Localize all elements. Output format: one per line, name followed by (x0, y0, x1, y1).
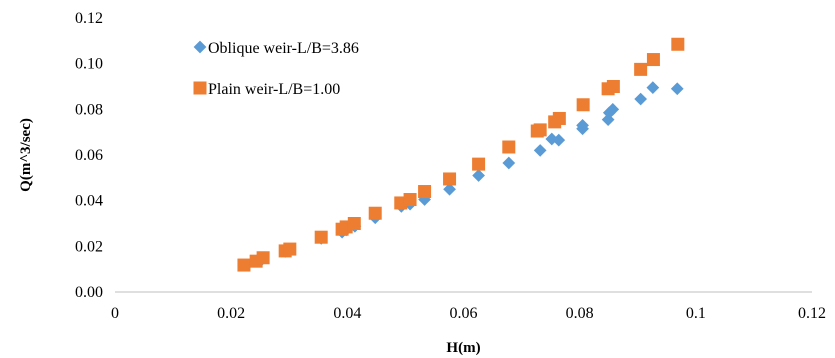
data-point-square (347, 217, 361, 230)
data-point-square (634, 62, 648, 76)
data-point-square (443, 172, 457, 186)
data-point-diamond (472, 169, 485, 182)
y-tick-label: 0.08 (75, 101, 103, 118)
legend-label-oblique: Oblique weir-L/B=3.86 (208, 40, 359, 57)
data-point-square (606, 80, 620, 93)
x-axis-ticks: 0 0.02 0.04 0.06 0.08 0.1 0.12 (111, 305, 826, 322)
legend-marker-diamond (193, 40, 207, 54)
x-tick-label: 0.12 (798, 305, 826, 322)
y-tick-label: 0.04 (75, 193, 103, 210)
data-point-square (552, 111, 566, 125)
data-point-diamond (443, 182, 456, 196)
y-tick-label: 0.06 (75, 147, 103, 164)
series-layer (237, 37, 685, 272)
x-tick-label: 0 (111, 305, 119, 322)
data-point-diamond (502, 156, 516, 170)
legend-marker-square (193, 81, 207, 95)
data-point-square (533, 123, 547, 137)
data-point-square (472, 157, 486, 171)
data-point-diamond (646, 81, 660, 95)
legend: Oblique weir-L/B=3.86 Plain weir-L/B=1.0… (193, 40, 359, 98)
legend-label-plain: Plain weir-L/B=1.00 (208, 81, 340, 98)
data-point-square (646, 53, 660, 67)
data-point-square (237, 258, 251, 272)
data-point-diamond (533, 144, 547, 157)
data-point-square (418, 185, 432, 199)
data-point-square (403, 193, 417, 207)
data-point-diamond (670, 82, 684, 96)
y-tick-label: 0.12 (75, 10, 103, 27)
data-point-square (502, 140, 516, 154)
series-square (237, 37, 685, 272)
y-tick-label: 0.00 (75, 284, 103, 301)
data-point-square (368, 206, 382, 220)
legend-entry-oblique: Oblique weir-L/B=3.86 (193, 40, 359, 57)
legend-entry-plain: Plain weir-L/B=1.00 (193, 81, 340, 98)
data-point-square (256, 251, 270, 265)
y-axis-ticks: 0.00 0.02 0.04 0.06 0.08 0.10 0.12 (75, 10, 103, 301)
x-axis-title: H(m) (446, 340, 480, 356)
y-tick-label: 0.02 (75, 238, 103, 255)
data-point-square (283, 242, 297, 256)
y-axis-title: Q(m^3/sec) (18, 118, 34, 192)
x-tick-label: 0.06 (450, 305, 478, 322)
x-tick-label: 0.08 (566, 305, 594, 322)
x-tick-label: 0.04 (333, 305, 361, 322)
data-point-square (576, 98, 590, 112)
y-tick-label: 0.10 (75, 56, 103, 73)
x-tick-label: 0.02 (217, 305, 245, 322)
data-point-diamond (634, 92, 648, 106)
data-point-square (671, 37, 685, 51)
data-point-square (314, 230, 328, 244)
series-diamond (237, 81, 684, 272)
x-tick-label: 0.1 (686, 305, 706, 322)
